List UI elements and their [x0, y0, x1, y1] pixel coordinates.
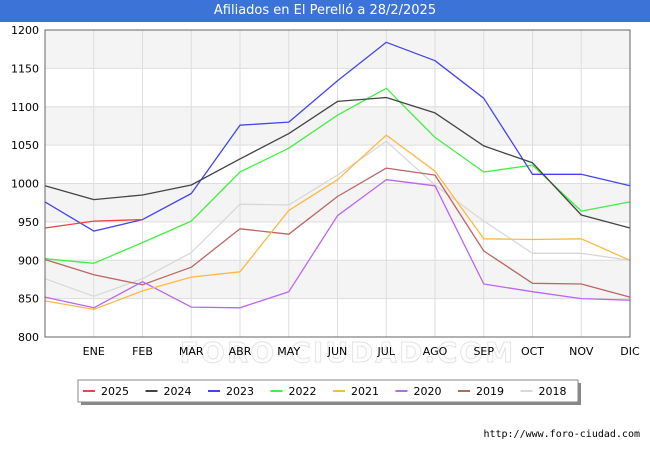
- series-line-2024: [44, 96, 631, 229]
- y-tick-label: 850: [18, 293, 39, 306]
- x-tick-label: AGO: [423, 345, 448, 358]
- legend-label-2021: 2021: [351, 385, 379, 398]
- series-line-2020: [44, 179, 631, 309]
- x-tick-label: OCT: [521, 345, 544, 358]
- x-tick-label: ENE: [83, 345, 105, 358]
- series-line-2021: [44, 134, 631, 311]
- x-tick-label: MAR: [179, 345, 204, 358]
- series-line-2025: [44, 218, 143, 229]
- legend-label-2025: 2025: [101, 385, 129, 398]
- y-tick-label: 800: [18, 331, 39, 344]
- series-line-2018: [44, 140, 631, 297]
- x-tick-label: FEB: [132, 345, 153, 358]
- axis-layer: 800 850 900 950 1000 1050 1100 1150 1200 ENE FEB MA…: [11, 24, 640, 358]
- legend-label-2019: 2019: [476, 385, 504, 398]
- y-tick-label: 950: [18, 216, 39, 229]
- series-line-2022: [44, 87, 631, 264]
- legend: 2025 2024 2023 2022 2021 2020 2019 2018: [77, 379, 581, 405]
- y-tick-label: 1000: [11, 178, 39, 191]
- source-link[interactable]: http://www.foro-ciudad.com: [483, 429, 640, 440]
- x-tick-label: DIC: [620, 345, 640, 358]
- legend-label-2020: 2020: [414, 385, 442, 398]
- x-tick-label: ABR: [229, 345, 252, 358]
- legend-label-2018: 2018: [539, 385, 567, 398]
- legend-box: [77, 379, 579, 403]
- x-tick-label: MAY: [277, 345, 300, 358]
- y-tick-label: 1100: [11, 101, 39, 114]
- x-tick-label: SEP: [473, 345, 494, 358]
- plot-border: [44, 29, 631, 338]
- chart-title: Afiliados en El Perelló a 28/2/2025: [0, 0, 650, 22]
- y-tick-label: 1200: [11, 24, 39, 37]
- x-tick-label: NOV: [569, 345, 594, 358]
- y-tick-label: 1050: [11, 139, 39, 152]
- x-tick-label: JUN: [327, 345, 348, 358]
- series-layer: [44, 41, 631, 311]
- watermark-layer: FORO-CIUDAD.COM: [179, 336, 515, 370]
- x-tick-label: JUL: [377, 345, 396, 358]
- series-line-2019: [44, 167, 631, 298]
- legend-label-2023: 2023: [226, 385, 254, 398]
- legend-label-2022: 2022: [289, 385, 317, 398]
- y-tick-label: 1150: [11, 62, 39, 75]
- y-tick-label: 900: [18, 254, 39, 267]
- legend-label-2024: 2024: [164, 385, 192, 398]
- watermark-text: FORO-CIUDAD.COM: [180, 336, 515, 369]
